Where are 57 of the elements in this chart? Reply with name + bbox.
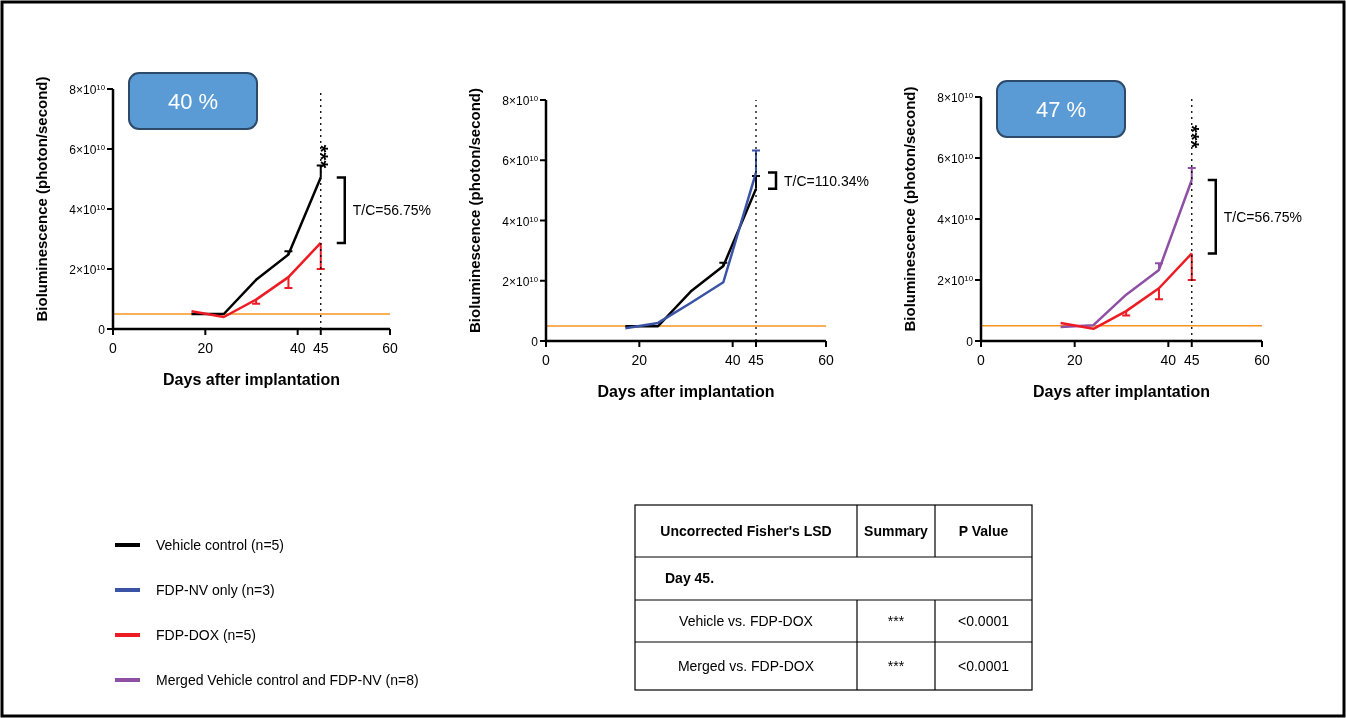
x-axis-title: Days after implantation [597,383,775,400]
x-tick-label: 20 [631,352,648,368]
text: Day 45. [665,570,715,586]
line-series [1059,252,1193,331]
x-axis-title: Days after implantation [1033,383,1210,400]
annotation: T/C=56.75% [1223,208,1302,225]
y-tick-label: 6×10$^{10}$ [937,151,974,166]
x-tick-label: 0 [109,340,118,356]
x-tick-label: 45 [1183,352,1200,368]
y-tick-label: 8×10$^{10}$ [502,93,539,108]
x-tick-label: 60 [1254,352,1270,368]
text: Merged vs. FDP-DOX [677,658,815,674]
y-axis-title: Bioluminescence (photon/second) [33,76,50,322]
annotation: T/C=110.34% [784,172,869,189]
x-axis-title: Days after implantation [163,371,340,388]
y-tick-label: 2×10$^{10}$ [502,274,539,289]
text: <0.0001 [958,658,1010,674]
text: P Value [958,523,1009,539]
legend-label: Merged Vehicle control and FDP-NV (n=8) [156,672,419,688]
x-tick-label: 45 [748,352,764,368]
text: <0.0001 [958,613,1010,629]
x-tick-label: 20 [1066,352,1083,368]
x-tick-label: 0 [542,352,551,368]
y-tick-label: 2×10$^{10}$ [937,273,974,288]
legend-label: Vehicle control (n=5) [156,537,285,553]
text: *** [887,613,905,629]
annotation: T/C=56.75% [352,202,431,219]
annotation: *** [309,144,332,169]
text: Uncorrected Fisher's LSD [660,523,832,539]
annotation: *** [1180,124,1203,149]
text: *** [887,658,905,674]
y-axis-title: Bioluminescence (photon/second) [901,86,918,332]
y-tick-label: 8×10$^{10}$ [69,82,106,97]
y-tick-label: 6×10$^{10}$ [69,142,106,157]
text: Vehicle vs. FDP-DOX [679,613,814,629]
annotation: 47 % [1035,97,1087,122]
legend-label: FDP-DOX (n=5) [156,627,256,643]
x-tick-label: 40 [724,352,741,368]
x-tick-label: 0 [977,352,986,368]
x-tick-label: 60 [818,352,834,368]
y-tick-label: 6×10$^{10}$ [502,153,539,169]
y-tick-label: 8×10$^{10}$ [937,90,974,105]
y-tick-label: 2×10$^{10}$ [69,262,106,277]
y-tick-label: 4×10$^{10}$ [937,212,974,227]
y-axis-title: Bioluminescence (photon/second) [466,87,483,334]
x-tick-label: 40 [1160,352,1177,368]
x-tick-label: 60 [382,340,398,356]
line-series [190,241,322,319]
text: Summary [864,523,929,539]
x-tick-label: 20 [197,340,214,356]
y-tick-label: 4×10$^{10}$ [502,214,539,229]
y-tick-label: 4×10$^{10}$ [69,202,106,217]
y-tick-label: 0 [98,323,106,337]
annotation: 40 % [167,89,219,114]
x-tick-label: 40 [289,340,306,356]
x-tick-label: 45 [312,340,329,356]
legend-label: FDP-NV only (n=3) [156,582,275,598]
